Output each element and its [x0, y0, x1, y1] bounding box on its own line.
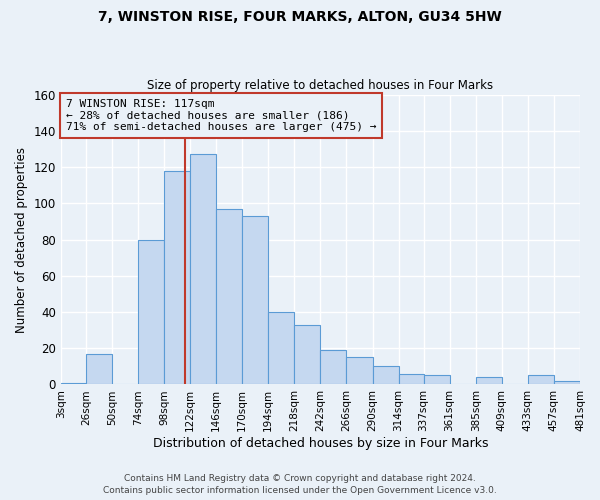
Text: Contains HM Land Registry data © Crown copyright and database right 2024.
Contai: Contains HM Land Registry data © Crown c… [103, 474, 497, 495]
Text: 7 WINSTON RISE: 117sqm
← 28% of detached houses are smaller (186)
71% of semi-de: 7 WINSTON RISE: 117sqm ← 28% of detached… [66, 99, 376, 132]
X-axis label: Distribution of detached houses by size in Four Marks: Distribution of detached houses by size … [152, 437, 488, 450]
Text: 7, WINSTON RISE, FOUR MARKS, ALTON, GU34 5HW: 7, WINSTON RISE, FOUR MARKS, ALTON, GU34… [98, 10, 502, 24]
Bar [398, 374, 424, 384]
Bar [346, 358, 373, 384]
Bar [528, 376, 554, 384]
Bar [164, 170, 190, 384]
Bar [554, 381, 580, 384]
Bar [242, 216, 268, 384]
Bar [216, 208, 242, 384]
Bar [373, 366, 398, 384]
Bar [138, 240, 164, 384]
Bar [295, 324, 320, 384]
Bar [424, 376, 449, 384]
Y-axis label: Number of detached properties: Number of detached properties [15, 146, 28, 332]
Bar [268, 312, 295, 384]
Bar [190, 154, 216, 384]
Bar [476, 377, 502, 384]
Bar [320, 350, 346, 384]
Bar [61, 382, 86, 384]
Title: Size of property relative to detached houses in Four Marks: Size of property relative to detached ho… [148, 79, 493, 92]
Bar [86, 354, 112, 384]
